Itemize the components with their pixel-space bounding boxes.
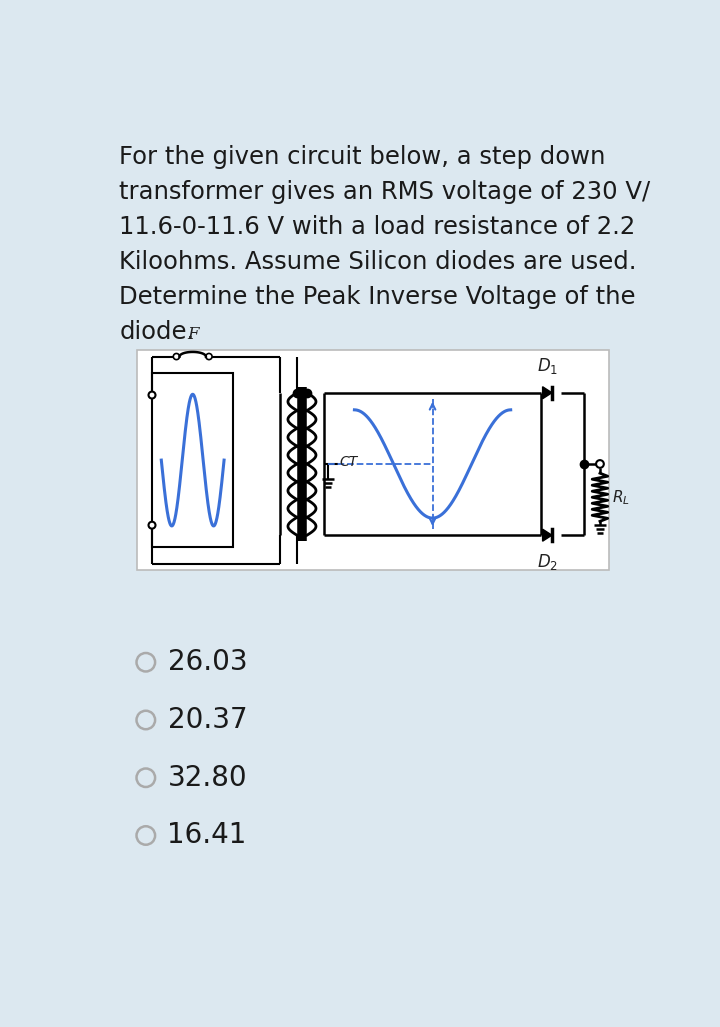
Circle shape [148, 522, 156, 529]
Circle shape [137, 827, 155, 845]
Polygon shape [543, 387, 552, 398]
Circle shape [137, 653, 155, 672]
Bar [137, 350, 609, 570]
Bar [152, 374, 233, 546]
Text: 26.03: 26.03 [168, 648, 247, 676]
Text: 32.80: 32.80 [168, 764, 247, 792]
Text: For the given circuit below, a step down
transformer gives an RMS voltage of 230: For the given circuit below, a step down… [120, 145, 651, 344]
Text: CT: CT [340, 455, 358, 469]
Circle shape [148, 391, 156, 398]
Text: 20.37: 20.37 [168, 706, 247, 734]
Text: $D_1$: $D_1$ [536, 355, 558, 376]
Circle shape [206, 353, 212, 359]
Polygon shape [543, 529, 552, 541]
Circle shape [137, 711, 155, 729]
Text: $D_2$: $D_2$ [536, 553, 558, 572]
Circle shape [137, 768, 155, 787]
Text: 16.41: 16.41 [168, 822, 247, 849]
Circle shape [174, 353, 179, 359]
Text: F: F [187, 326, 199, 343]
Text: $R_L$: $R_L$ [612, 488, 630, 506]
Circle shape [596, 460, 604, 468]
